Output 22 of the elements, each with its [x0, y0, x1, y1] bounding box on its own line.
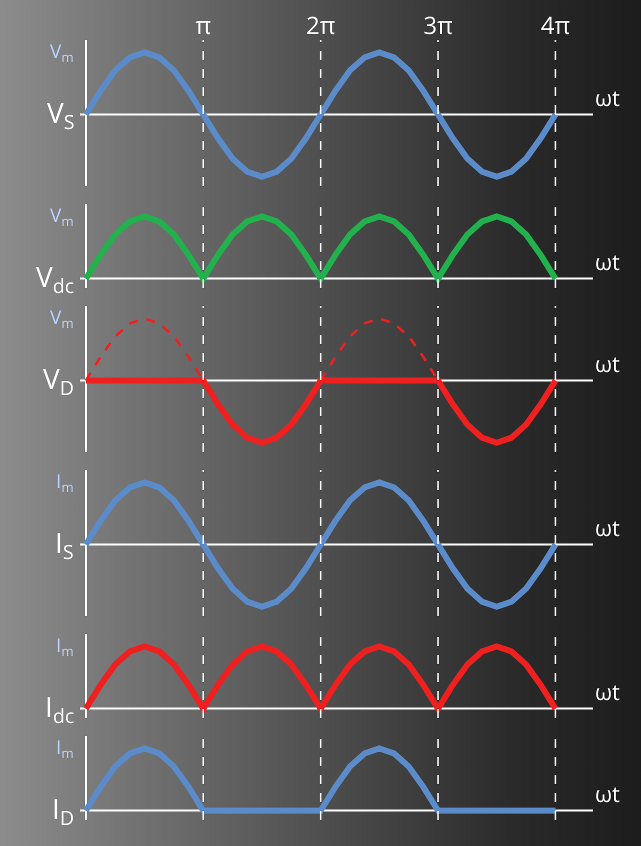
y-axis-title: I$_{dc}$: [45, 688, 74, 729]
x-axis-title: ωt: [595, 83, 620, 113]
text: I$_{m}$: [56, 468, 74, 496]
x-tick-label: 4π: [540, 9, 570, 42]
y-axis-title: I$_{D}$: [52, 790, 74, 831]
x-axis-title: ωt: [595, 779, 620, 809]
text: I$_{m}$: [56, 632, 74, 660]
x-axis-title: ωt: [595, 677, 620, 707]
text: V$_{m}$: [50, 202, 74, 230]
y-axis-title: V$_{dc}$: [36, 258, 74, 299]
text: V$_{m}$: [50, 38, 74, 66]
x-axis-title: ωt: [595, 247, 620, 277]
y-axis-title: V$_{D}$: [43, 360, 74, 401]
y-axis-title: I$_{S}$: [55, 524, 74, 565]
y-axis-title: V$_{S}$: [47, 94, 74, 135]
text: I$_{m}$: [56, 734, 74, 762]
x-axis-title: ωt: [595, 513, 620, 543]
x-axis-title: ωt: [595, 349, 620, 379]
x-tick-label: 2π: [306, 9, 336, 42]
x-tick-label: 3π: [423, 9, 453, 42]
x-tick-label: π: [195, 9, 212, 42]
text: V$_{m}$: [50, 304, 74, 332]
